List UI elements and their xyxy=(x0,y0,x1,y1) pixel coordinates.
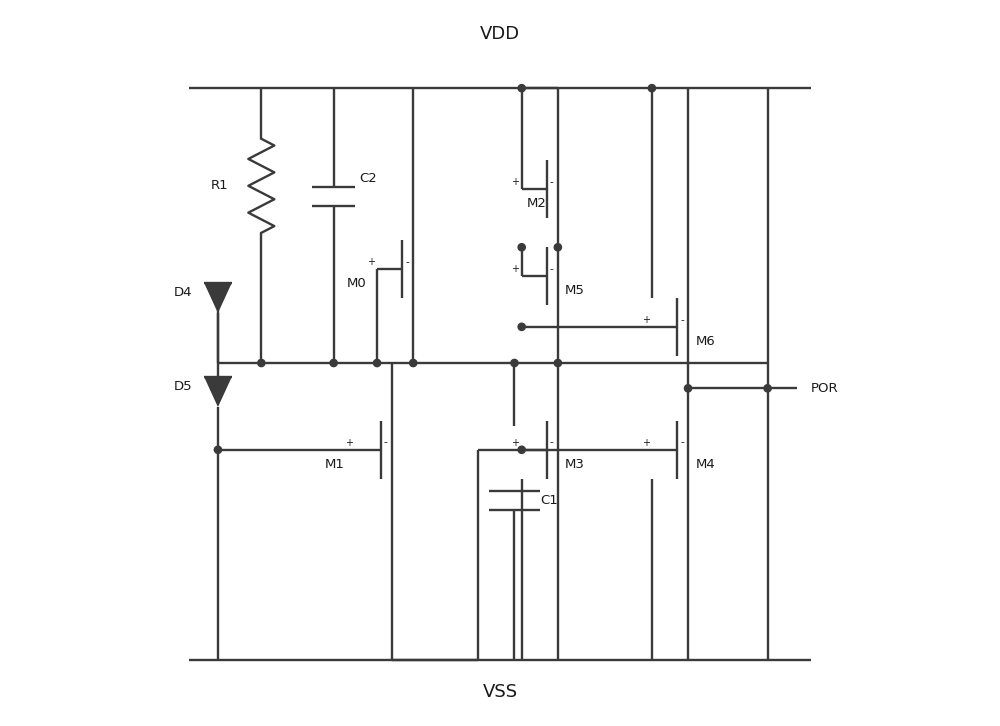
Text: C2: C2 xyxy=(359,172,377,185)
Text: -: - xyxy=(550,264,554,274)
Text: +: + xyxy=(512,264,520,274)
Circle shape xyxy=(684,385,692,392)
Text: -: - xyxy=(384,438,387,447)
Circle shape xyxy=(258,359,265,367)
Text: -: - xyxy=(405,257,409,266)
Text: C1: C1 xyxy=(540,494,558,507)
Circle shape xyxy=(554,359,561,367)
Text: VDD: VDD xyxy=(480,25,520,43)
Text: R1: R1 xyxy=(211,179,229,192)
Text: M6: M6 xyxy=(695,335,715,348)
Text: M0: M0 xyxy=(346,277,366,290)
Text: D4: D4 xyxy=(174,285,193,298)
Text: -: - xyxy=(550,177,554,187)
Circle shape xyxy=(518,323,525,330)
Circle shape xyxy=(410,359,417,367)
Text: M4: M4 xyxy=(695,458,715,470)
Text: +: + xyxy=(512,177,520,187)
Text: M1: M1 xyxy=(325,458,345,470)
Text: VSS: VSS xyxy=(482,683,518,701)
Circle shape xyxy=(554,244,561,251)
Text: M2: M2 xyxy=(527,197,547,211)
Circle shape xyxy=(511,359,518,367)
Text: -: - xyxy=(680,438,684,447)
Circle shape xyxy=(764,385,771,392)
Text: +: + xyxy=(345,438,353,447)
Text: +: + xyxy=(642,314,650,325)
Circle shape xyxy=(373,359,381,367)
Text: M3: M3 xyxy=(565,458,585,470)
Polygon shape xyxy=(204,377,232,407)
Polygon shape xyxy=(204,282,232,313)
Circle shape xyxy=(518,84,525,91)
Text: POR: POR xyxy=(811,382,839,395)
Text: D5: D5 xyxy=(174,380,193,393)
Text: +: + xyxy=(367,257,375,266)
Text: +: + xyxy=(512,438,520,447)
Text: M5: M5 xyxy=(565,284,585,297)
Circle shape xyxy=(518,446,525,454)
Circle shape xyxy=(518,244,525,251)
Circle shape xyxy=(330,359,337,367)
Text: -: - xyxy=(550,438,554,447)
Circle shape xyxy=(214,446,222,454)
Circle shape xyxy=(648,84,655,91)
Text: -: - xyxy=(680,314,684,325)
Text: +: + xyxy=(642,438,650,447)
